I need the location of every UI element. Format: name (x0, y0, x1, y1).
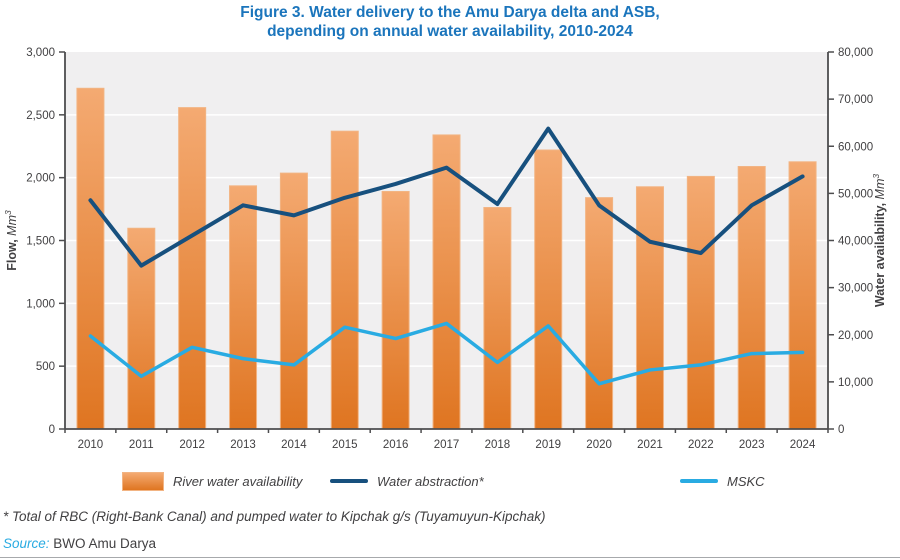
river-water-availability-swatch (122, 471, 164, 491)
bar-2015 (330, 130, 359, 430)
left-tick-label-2,500: 2,500 (26, 110, 55, 122)
right-tick-label-0: 0 (838, 424, 844, 436)
left-tick-label-3,000: 3,000 (26, 47, 55, 59)
legend-label-river-water-availability: River water availability (173, 473, 303, 489)
figure-title-line2: depending on annual water availability, … (267, 23, 633, 40)
source-label: Source: (3, 536, 50, 551)
right-tick-label-20,000: 20,000 (838, 330, 873, 342)
x-tick-label-2014: 2014 (281, 439, 307, 451)
mskc-line (88, 321, 805, 386)
legend-item-river-water-availability: River water availability (122, 471, 302, 491)
water-abstraction-line-swatch (330, 479, 368, 483)
chart-canvas: 0 500 1,000 1,500 2,000 2,500 3,000 0 10,000 20,0… (3, 47, 887, 451)
x-tick-label-2015: 2015 (332, 439, 358, 451)
right-tick-label-10,000: 10,000 (838, 377, 873, 389)
legend-label-mskc: MSKC (727, 473, 765, 489)
left-tick-label-1,000: 1,000 (26, 298, 55, 310)
legend-label-water-abstraction: Water abstraction* (377, 473, 484, 489)
right-axis-title: Water availability, Mm3 (871, 174, 887, 308)
x-tick-label-2021: 2021 (637, 439, 663, 451)
x-tick-label-2023: 2023 (739, 439, 765, 451)
right-tick-label-80,000: 80,000 (838, 47, 873, 59)
x-tick-label-2018: 2018 (485, 439, 511, 451)
bar-2023 (737, 166, 766, 430)
x-tick-label-2012: 2012 (179, 439, 205, 451)
legend-item-water-abstraction: Water abstraction* (330, 471, 484, 491)
right-tick-label-40,000: 40,000 (838, 236, 873, 248)
right-tick-label-30,000: 30,000 (838, 283, 873, 295)
left-tick-label-500: 500 (36, 361, 55, 373)
bar-2022 (686, 175, 715, 430)
right-tick-label-50,000: 50,000 (838, 188, 873, 200)
left-tick-label-2,000: 2,000 (26, 173, 55, 185)
x-tick-label-2022: 2022 (688, 439, 714, 451)
x-tick-label-2013: 2013 (230, 439, 256, 451)
figure-title: Figure 3. Water delivery to the Amu Dary… (0, 3, 900, 41)
bar-2017 (432, 134, 461, 430)
x-tick-label-2019: 2019 (535, 439, 561, 451)
bar-2013 (229, 185, 258, 430)
bar-2012 (178, 107, 207, 430)
bar-2021 (635, 186, 664, 430)
right-tick-label-60,000: 60,000 (838, 141, 873, 153)
mskc-line-swatch (680, 479, 718, 483)
bar-2024 (788, 161, 817, 430)
bottom-divider (0, 557, 900, 558)
bar-2010 (76, 87, 105, 430)
x-tick-label-2010: 2010 (78, 439, 104, 451)
x-tick-label-2011: 2011 (129, 439, 154, 451)
footnote: * Total of RBC (Right-Bank Canal) and pu… (3, 509, 546, 524)
legend-item-mskc: MSKC (680, 471, 765, 491)
left-tick-label-1,500: 1,500 (26, 236, 55, 248)
x-tick-label-2024: 2024 (790, 439, 816, 451)
source-text: BWO Amu Darya (53, 536, 157, 551)
right-tick-label-70,000: 70,000 (838, 94, 873, 106)
x-tick-label-2016: 2016 (383, 439, 409, 451)
bar-2018 (483, 207, 512, 430)
water-abstraction-line (88, 126, 805, 268)
figure-title-line1: Figure 3. Water delivery to the Amu Dary… (240, 4, 660, 21)
x-tick-label-2017: 2017 (434, 439, 460, 451)
bar-2019 (534, 149, 563, 430)
x-tick-label-2020: 2020 (586, 439, 612, 451)
source-line: Source: BWO Amu Darya (3, 536, 156, 551)
left-tick-label-0: 0 (49, 424, 55, 436)
left-axis-title: Flow, Mm3 (3, 210, 19, 271)
bar-2016 (381, 190, 410, 430)
bar-2020 (585, 197, 614, 430)
